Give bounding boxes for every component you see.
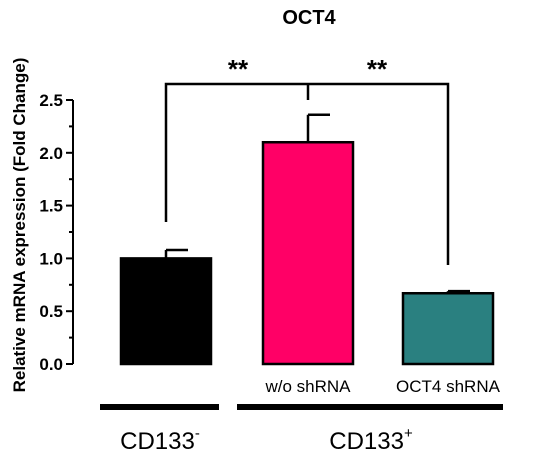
significance-marker: ** <box>367 54 388 84</box>
group-label-superscript: + <box>404 425 413 442</box>
significance-marker: ** <box>228 54 249 84</box>
group-label-text: CD133 <box>120 428 195 455</box>
significance-brackets: ** ** <box>164 54 450 265</box>
y-tick-label: 0.0 <box>39 355 63 374</box>
y-axis-label: Relative mRNA expression (Fold Change) <box>10 58 29 393</box>
category-label: OCT4 shRNA <box>396 377 501 396</box>
category-label: w/o shRNA <box>264 377 351 396</box>
y-tick-label: 2.5 <box>39 91 63 110</box>
y-axis: 0.0 0.5 1.0 1.5 2.0 2.5 <box>39 91 74 374</box>
group-label-text: CD133 <box>329 428 404 455</box>
chart-title: OCT4 <box>282 7 336 29</box>
group-label: CD133+ <box>329 425 413 455</box>
y-tick-label: 2.0 <box>39 144 63 163</box>
y-tick-label: 1.5 <box>39 197 63 216</box>
bars: w/o shRNA OCT4 shRNA <box>119 113 501 396</box>
bar <box>261 140 355 366</box>
group-label-superscript: - <box>195 425 200 442</box>
y-tick-label: 0.5 <box>39 302 63 321</box>
group-labels: CD133- CD133+ <box>100 404 503 455</box>
bar <box>401 291 495 366</box>
bar <box>119 257 213 366</box>
y-tick-label: 1.0 <box>39 249 63 268</box>
group-label: CD133- <box>120 425 200 455</box>
